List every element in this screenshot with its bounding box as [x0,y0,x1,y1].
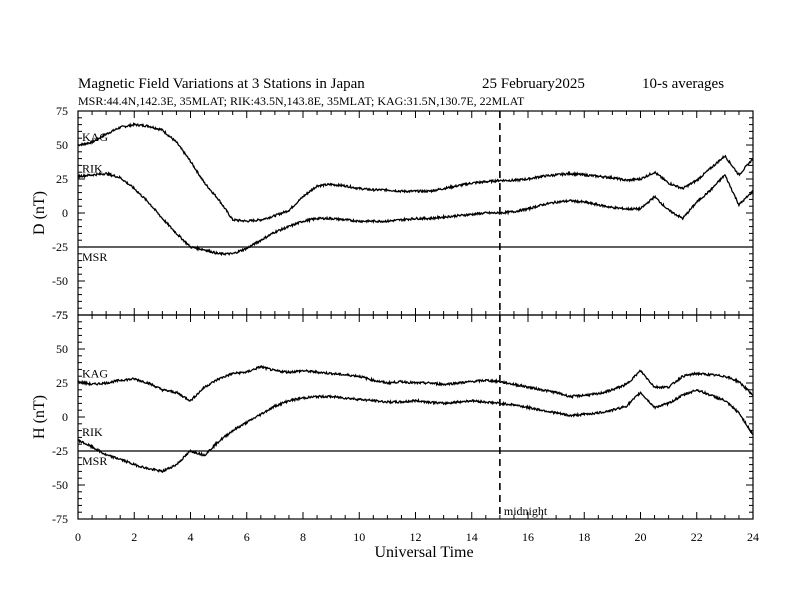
d-series: KAG RIK MSR [77,121,754,264]
x-ticks: 0 2 4 6 8 10 12 14 16 18 20 22 24 [75,530,759,544]
d-ytick-label: 75 [56,104,68,118]
d-label-kag: KAG [82,130,108,144]
xtick-label: 10 [353,530,365,544]
d-label-msr: MSR [82,250,107,264]
d-series-rik [77,171,754,257]
xtick-label: 6 [244,530,250,544]
chart-averaging: 10-s averages [642,76,724,92]
xtick-label: 0 [75,530,81,544]
h-series: KAG RIK MSR [77,365,754,474]
h-ytick-label: 0 [62,410,68,424]
xtick-label: 2 [131,530,137,544]
d-y-ticks: 75 50 25 0 -25 -50 -75 [52,104,754,322]
d-ytick-label: 25 [56,172,68,186]
d-series-kag [77,121,754,223]
xtick-label: 24 [747,530,759,544]
h-label-rik: RIK [82,425,103,439]
xtick-label: 4 [188,530,194,544]
d-ytick-label: -25 [52,240,68,254]
xtick-label: 22 [691,530,703,544]
h-panel-frame [77,314,754,520]
d-ytick-label: 50 [56,138,68,152]
d-ytick-label: -75 [52,308,68,322]
h-label-msr: MSR [82,454,107,468]
d-panel-frame [77,110,754,316]
chart-subtitle: MSR:44.4N,142.3E, 35MLAT; RIK:43.5N,143.… [78,94,525,108]
h-series-kag [77,365,754,402]
xtick-label: 8 [300,530,306,544]
d-ytick-label: -50 [52,274,68,288]
xtick-label: 18 [578,530,590,544]
xtick-label: 16 [522,530,534,544]
h-ylabel: H (nT) [31,395,48,439]
chart-title: Magnetic Field Variations at 3 Stations … [78,76,365,92]
h-ytick-label: -50 [52,478,68,492]
midnight-label: midnight [504,504,548,518]
h-series-rik [77,388,754,474]
h-ytick-label: 75 [56,308,68,322]
xtick-label: 12 [410,530,422,544]
h-ytick-label: -25 [52,444,68,458]
d-ylabel: D (nT) [31,191,48,235]
h-ytick-label: 25 [56,376,68,390]
chart-date: 25 February2025 [482,76,585,92]
h-y-ticks: 75 50 25 0 -25 -50 -75 [52,308,754,526]
h-ytick-label: 50 [56,342,68,356]
h-label-kag: KAG [82,367,108,381]
xtick-label: 14 [466,530,478,544]
x-axis-label: Universal Time [374,544,473,561]
h-ytick-label: -75 [52,512,68,526]
d-ytick-label: 0 [62,206,68,220]
xtick-label: 20 [635,530,647,544]
d-label-rik: RIK [82,161,103,175]
